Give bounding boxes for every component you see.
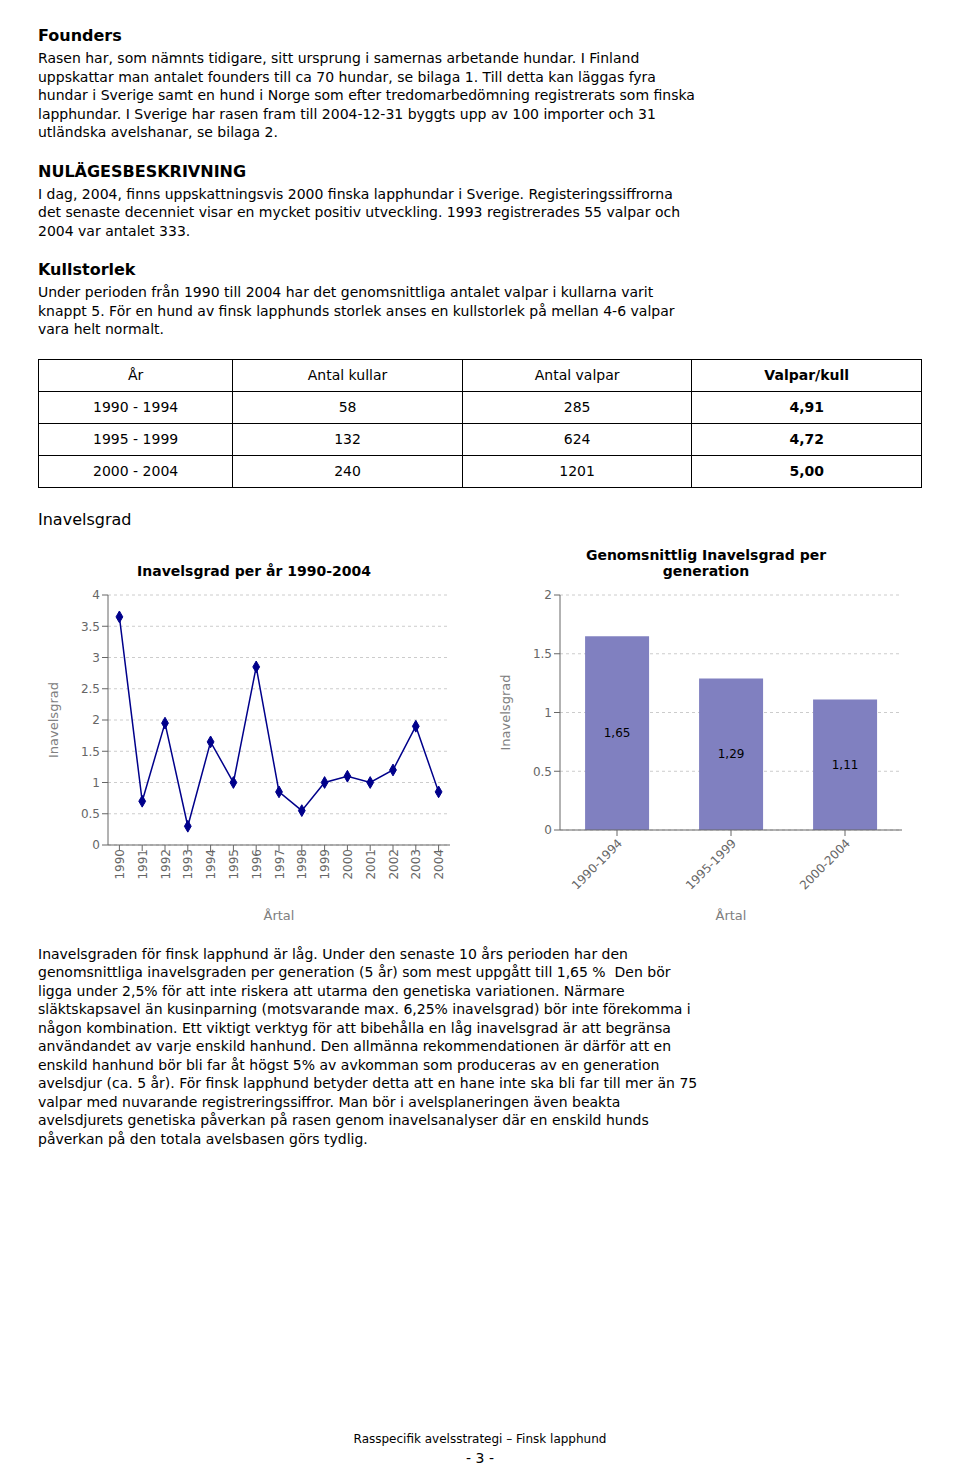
html-text:4,72: 4,72: [789, 431, 824, 447]
svg-text:1992: 1992: [159, 849, 173, 880]
svg-text:1: 1: [544, 705, 552, 719]
svg-text:1999: 1999: [318, 849, 332, 880]
svg-text:1996: 1996: [250, 849, 264, 880]
html-text:Inavelsgraden för finsk lapphu: Inavelsgraden för finsk lapphund är låg.…: [38, 945, 698, 1147]
svg-text:0.5: 0.5: [533, 764, 552, 778]
svg-text:1997: 1997: [273, 849, 287, 880]
html-text:Under perioden från 1990 till: Under perioden från 1990 till 2004 har d…: [38, 284, 675, 337]
html-text:1201: 1201: [559, 463, 595, 479]
svg-text:2: 2: [92, 713, 100, 727]
svg-text:1: 1: [92, 775, 100, 789]
svg-text:1995: 1995: [227, 849, 241, 880]
svg-text:1.5: 1.5: [533, 647, 552, 661]
html-text:NULÄGESBESKRIVNING: NULÄGESBESKRIVNING: [38, 161, 247, 181]
html-text:240: 240: [334, 463, 361, 479]
html-text:År: År: [128, 367, 144, 383]
svg-text:Inavelsgrad: Inavelsgrad: [498, 674, 513, 750]
html-text:58: 58: [338, 399, 357, 415]
svg-text:3: 3: [92, 650, 100, 664]
html-text:- 3 -: - 3 -: [466, 1450, 494, 1466]
svg-text:1998: 1998: [295, 849, 309, 880]
svg-text:0.5: 0.5: [81, 807, 100, 821]
svg-text:1995-1999: 1995-1999: [683, 836, 739, 892]
html-text:Rasen har, som nämnts tidigare: Rasen har, som nämnts tidigare, sitt urs…: [38, 50, 695, 140]
html-text:Genomsnittlig Inavelsgrad per: Genomsnittlig Inavelsgrad per generation: [585, 546, 827, 579]
html-text:Kullstorlek: Kullstorlek: [38, 260, 136, 279]
svg-text:0: 0: [92, 838, 100, 852]
html-text:Inavelsgrad: Inavelsgrad: [38, 509, 132, 529]
svg-text:1994: 1994: [204, 849, 218, 880]
html-text:Founders: Founders: [38, 26, 122, 45]
svg-text:1990-1994: 1990-1994: [569, 836, 625, 892]
svg-text:1.5: 1.5: [81, 744, 100, 758]
html-text:Antal kullar: Antal kullar: [307, 367, 388, 383]
svg-text:1,11: 1,11: [832, 758, 859, 772]
svg-text:0: 0: [544, 823, 552, 837]
svg-text:1991: 1991: [136, 849, 150, 880]
html-text:1990 - 1994: 1990 - 1994: [93, 399, 179, 415]
svg-text:2.5: 2.5: [81, 682, 100, 696]
html-text:Antal valpar: Antal valpar: [534, 367, 620, 383]
svg-text:1993: 1993: [181, 849, 195, 880]
svg-text:2004: 2004: [432, 849, 446, 880]
html-text:1995 - 1999: 1995 - 1999: [93, 431, 179, 447]
svg-text:2001: 2001: [364, 849, 378, 880]
html-text:I dag, 2004, finns uppskattnin: I dag, 2004, finns uppskattningsvis 2000…: [38, 185, 680, 239]
svg-text:Årtal: Årtal: [264, 908, 295, 923]
svg-text:2003: 2003: [409, 849, 423, 880]
svg-text:1990: 1990: [113, 849, 127, 880]
svg-text:1,65: 1,65: [604, 726, 631, 740]
html-text:Valpar/kull: Valpar/kull: [764, 367, 849, 383]
html-text:5,00: 5,00: [789, 463, 824, 479]
html-text:Rasspecifik avelsstrategi – Fi: Rasspecifik avelsstrategi – Finsk lapphu…: [353, 1432, 607, 1446]
svg-text:Inavelsgrad: Inavelsgrad: [46, 682, 61, 758]
svg-text:4: 4: [92, 588, 100, 602]
html-text:624: 624: [563, 431, 591, 447]
html-text:Inavelsgrad per år 1990-2004: Inavelsgrad per år 1990-2004: [137, 562, 371, 579]
html-text:132: 132: [334, 431, 361, 447]
svg-text:3.5: 3.5: [81, 619, 100, 633]
svg-text:1,29: 1,29: [718, 747, 745, 761]
svg-text:2002: 2002: [387, 849, 401, 880]
html-text:4,91: 4,91: [789, 399, 824, 415]
svg-text:2000-2004: 2000-2004: [797, 836, 853, 892]
html-text:2000 - 2004: 2000 - 2004: [93, 463, 179, 479]
svg-text:2: 2: [544, 588, 552, 602]
svg-text:Årtal: Årtal: [716, 908, 747, 923]
html-text:285: 285: [563, 399, 591, 415]
svg-text:2000: 2000: [341, 849, 355, 880]
